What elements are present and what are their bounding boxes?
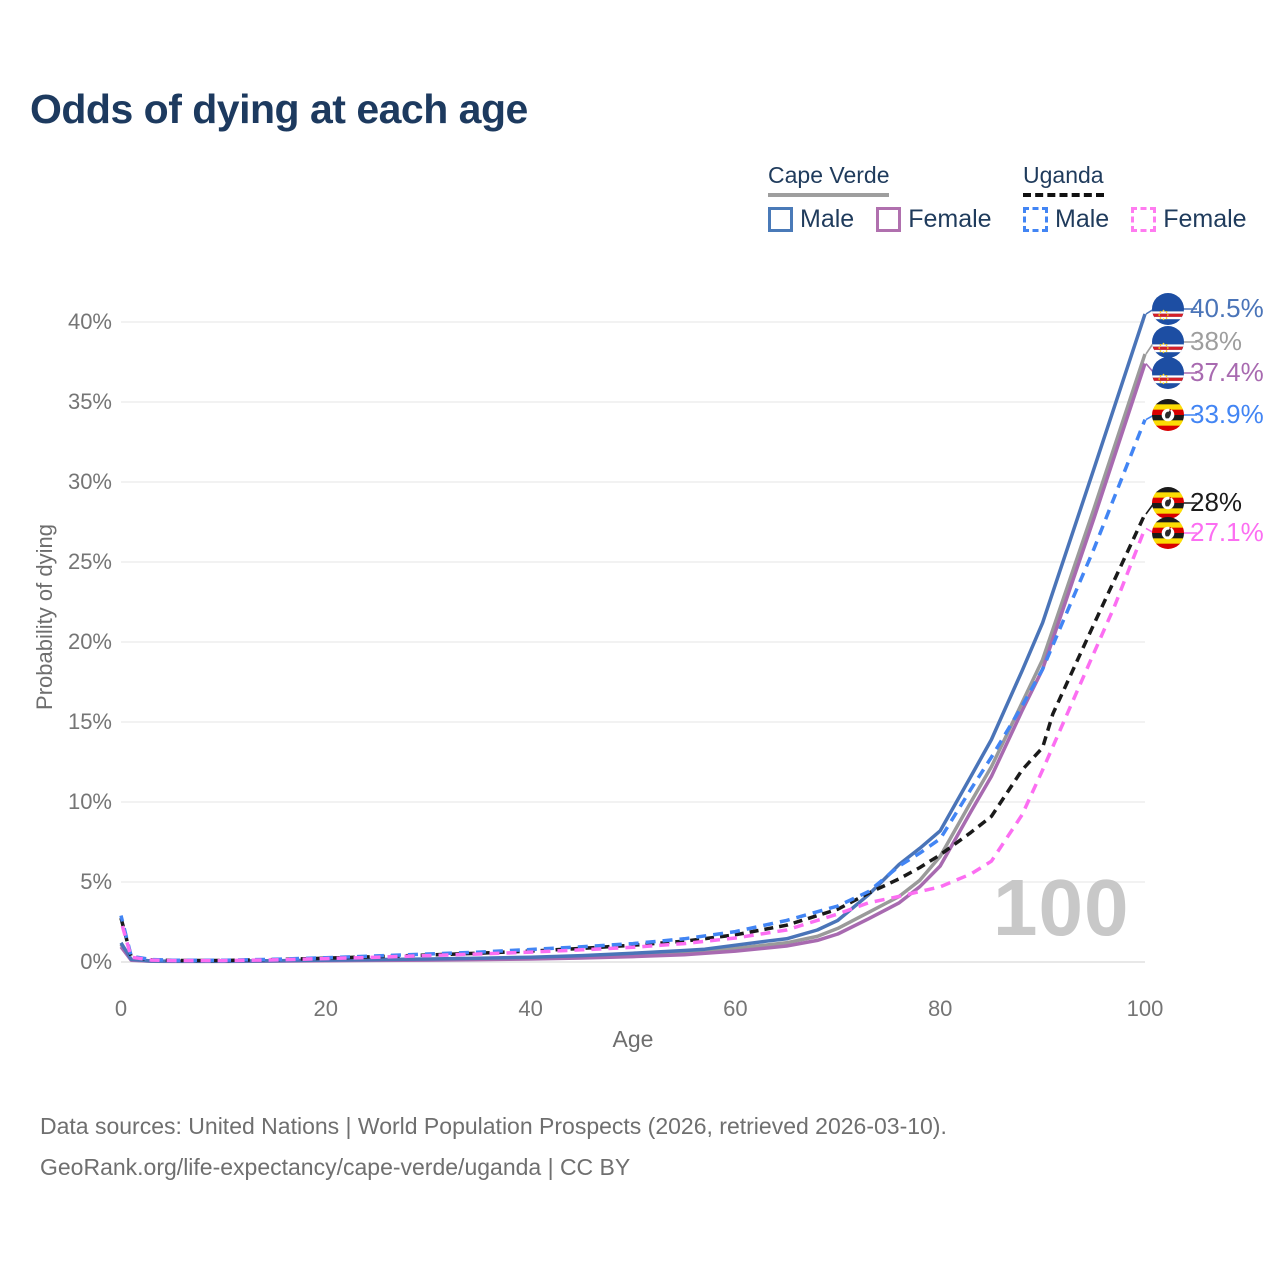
- legend-group-uganda: Uganda Male Female: [1023, 162, 1269, 234]
- y-tick-label: 20%: [67, 629, 112, 654]
- legend-item-cape-verde-female[interactable]: Female: [876, 205, 992, 234]
- flag-icon-uganda: [1152, 517, 1184, 549]
- x-tick-label: 100: [1126, 996, 1164, 1021]
- legend-row-cape-verde: Male Female: [768, 205, 1014, 234]
- watermark-max-age: 100: [993, 863, 1130, 952]
- series-line-cape-verde-all: [119, 353, 1147, 964]
- solid-line-swatch-icon: [876, 207, 902, 232]
- end-label-cape-verde-both-sexes: 38%: [1190, 326, 1243, 356]
- data-sources-text: Data sources: United Nations | World Pop…: [40, 1113, 947, 1139]
- page-title: Odds of dying at each age: [30, 86, 528, 132]
- y-tick-label: 25%: [67, 549, 112, 574]
- legend-item-label: Male: [1055, 205, 1110, 233]
- legend-item-uganda-male[interactable]: Male: [1023, 205, 1109, 234]
- x-tick-label: 60: [723, 996, 748, 1021]
- footer: Data sources: United Nations | World Pop…: [40, 1106, 947, 1188]
- y-tick-label: 0%: [80, 949, 112, 974]
- x-axis-title: Age: [612, 1026, 654, 1052]
- y-tick-label: 5%: [80, 869, 112, 894]
- flag-icon-cape-verde: [1152, 293, 1184, 325]
- end-label-uganda-female: 27.1%: [1190, 517, 1264, 547]
- legend-item-label: Female: [908, 205, 992, 233]
- legend-group-title-cape-verde: Cape Verde: [768, 162, 890, 197]
- series-line-cape-verde-female: [119, 363, 1147, 964]
- solid-line-swatch-icon: [768, 207, 793, 232]
- legend-item-label: Female: [1163, 205, 1247, 233]
- x-tick-label: 40: [518, 996, 543, 1021]
- flag-icon-cape-verde: [1152, 326, 1184, 358]
- x-tick-label: 20: [313, 996, 339, 1021]
- flag-icon-cape-verde: [1152, 357, 1184, 389]
- series-line-uganda-all: [119, 513, 1147, 963]
- y-tick-label: 10%: [67, 789, 112, 814]
- dashed-line-swatch-icon: [1131, 207, 1157, 232]
- flag-icon-uganda: [1152, 399, 1184, 431]
- series-line-cape-verde-male: [119, 313, 1147, 963]
- y-tick-label: 15%: [67, 709, 112, 734]
- series-line-uganda-female: [119, 527, 1147, 963]
- series-line-uganda-male: [119, 418, 1147, 962]
- y-tick-label: 40%: [67, 309, 112, 334]
- legend-item-label: Male: [800, 205, 855, 233]
- flag-icon-uganda: [1152, 487, 1184, 519]
- y-tick-label: 30%: [67, 469, 112, 494]
- dashed-line-swatch-icon: [1023, 207, 1048, 232]
- end-label-cape-verde-female: 37.4%: [1190, 357, 1264, 387]
- x-tick-label: 0: [114, 996, 128, 1021]
- legend-row-uganda: Male Female: [1023, 205, 1269, 234]
- legend-item-uganda-female[interactable]: Female: [1131, 205, 1247, 234]
- legend-group-cape-verde: Cape Verde Male Female: [768, 162, 1014, 234]
- legend-group-title-uganda: Uganda: [1023, 162, 1104, 197]
- end-label-uganda-male: 33.9%: [1190, 399, 1264, 429]
- legend-item-cape-verde-male[interactable]: Male: [768, 205, 854, 234]
- end-label-uganda-both-sexes: 28%: [1190, 487, 1243, 517]
- y-tick-label: 35%: [67, 389, 112, 414]
- attribution-text: GeoRank.org/life-expectancy/cape-verde/u…: [40, 1154, 631, 1180]
- x-tick-label: 80: [927, 996, 953, 1021]
- end-label-cape-verde-male: 40.5%: [1190, 293, 1264, 323]
